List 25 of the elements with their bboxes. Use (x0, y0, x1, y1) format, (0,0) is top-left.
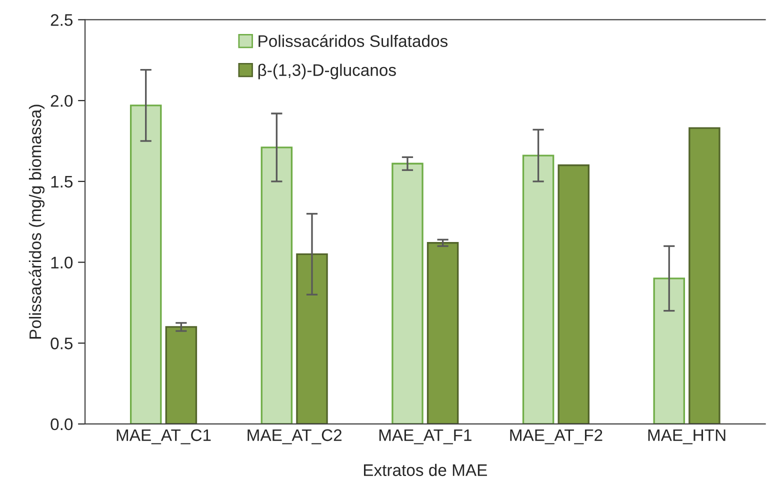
x-tick-label: MAE_AT_F1 (379, 429, 472, 444)
bar (165, 326, 198, 424)
x-tick-label: MAE_HTN (648, 429, 726, 444)
x-tick-label: MAE_AT_C2 (248, 429, 342, 444)
x-tick-label: MAE_AT_C1 (116, 429, 211, 444)
y-tick-label: 2.5 (50, 14, 73, 26)
bar (522, 154, 554, 424)
x-axis-title: Extratos de MAE (364, 464, 487, 476)
legend-label: Polissacáridos Sulfatados (258, 34, 448, 48)
y-tick-label: 0.0 (50, 418, 73, 430)
x-tick-label: MAE_AT_F2 (510, 429, 602, 444)
y-tick-label: 0.5 (50, 338, 73, 350)
bar (260, 146, 293, 424)
bar (130, 104, 162, 424)
y-tick-label: 1.0 (51, 256, 73, 268)
legend-label: β-(1,3)-D-glucanos (258, 64, 396, 80)
bar (426, 242, 459, 424)
y-tick-label: 1.5 (51, 176, 73, 188)
y-axis-title: Polissacáridos (mg/g biomassa) (28, 104, 44, 339)
bar (653, 278, 685, 424)
y-tick-label: 2.0 (50, 94, 73, 107)
bar (558, 164, 590, 424)
bar (296, 253, 328, 424)
bar (688, 127, 720, 424)
bar (392, 162, 424, 424)
